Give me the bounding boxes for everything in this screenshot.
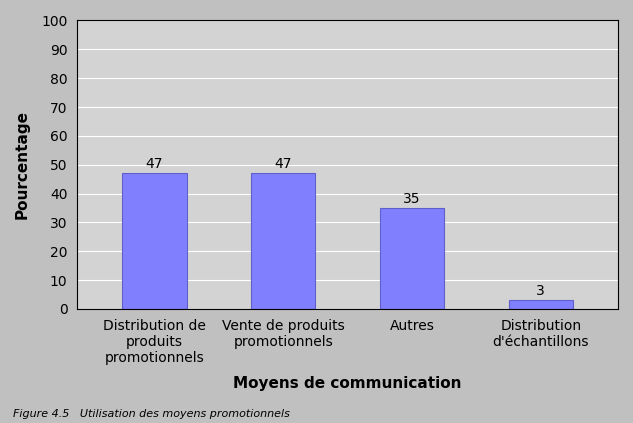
Text: 47: 47 — [146, 157, 163, 171]
Text: 35: 35 — [403, 192, 421, 206]
Bar — [508, 300, 573, 309]
Y-axis label: Pourcentage: Pourcentage — [15, 110, 30, 219]
Text: Figure 4.5   Utilisation des moyens promotionnels: Figure 4.5 Utilisation des moyens promot… — [13, 409, 289, 419]
Bar — [380, 208, 444, 309]
Bar — [251, 173, 315, 309]
X-axis label: Moyens de communication: Moyens de communication — [234, 376, 462, 391]
Text: 3: 3 — [536, 284, 545, 298]
Text: 47: 47 — [275, 157, 292, 171]
Bar — [122, 173, 187, 309]
